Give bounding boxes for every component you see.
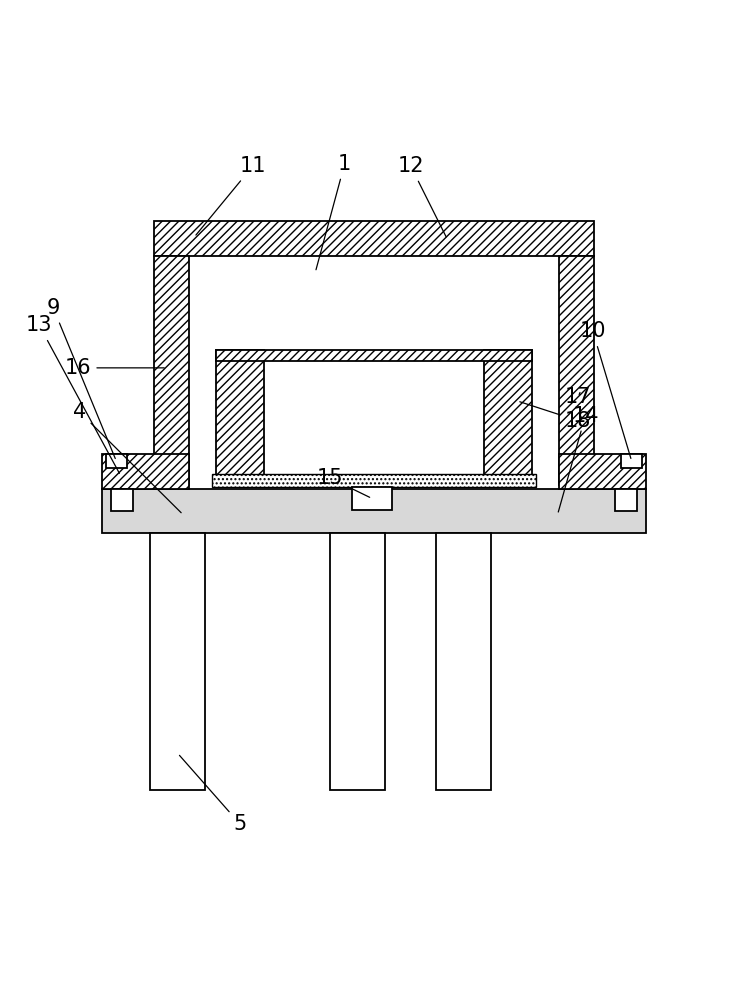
Text: 1: 1 — [316, 154, 352, 270]
Text: 9: 9 — [46, 298, 115, 459]
Bar — [102, 489, 646, 533]
Bar — [154, 256, 189, 485]
Text: 16: 16 — [65, 358, 165, 378]
Text: 5: 5 — [180, 755, 247, 834]
Text: 10: 10 — [580, 321, 631, 458]
Bar — [106, 454, 126, 468]
Text: 18: 18 — [520, 402, 591, 431]
Bar — [216, 350, 264, 485]
Bar — [436, 533, 491, 790]
Text: 4: 4 — [73, 402, 181, 513]
Text: 12: 12 — [397, 156, 446, 237]
Bar — [615, 489, 637, 511]
Bar — [216, 350, 532, 361]
Bar — [150, 533, 205, 790]
Bar — [559, 454, 646, 489]
Text: 14: 14 — [558, 406, 598, 512]
Text: 11: 11 — [196, 156, 266, 235]
Bar — [622, 454, 642, 468]
Bar — [111, 489, 133, 511]
Text: 15: 15 — [316, 468, 370, 497]
Bar — [352, 487, 393, 510]
Bar — [154, 221, 594, 256]
Text: 17: 17 — [565, 387, 592, 407]
Bar — [559, 256, 594, 485]
Text: 13: 13 — [26, 315, 120, 473]
Bar — [212, 474, 536, 487]
Bar — [102, 454, 189, 489]
Bar — [330, 533, 385, 790]
Bar — [484, 350, 532, 485]
